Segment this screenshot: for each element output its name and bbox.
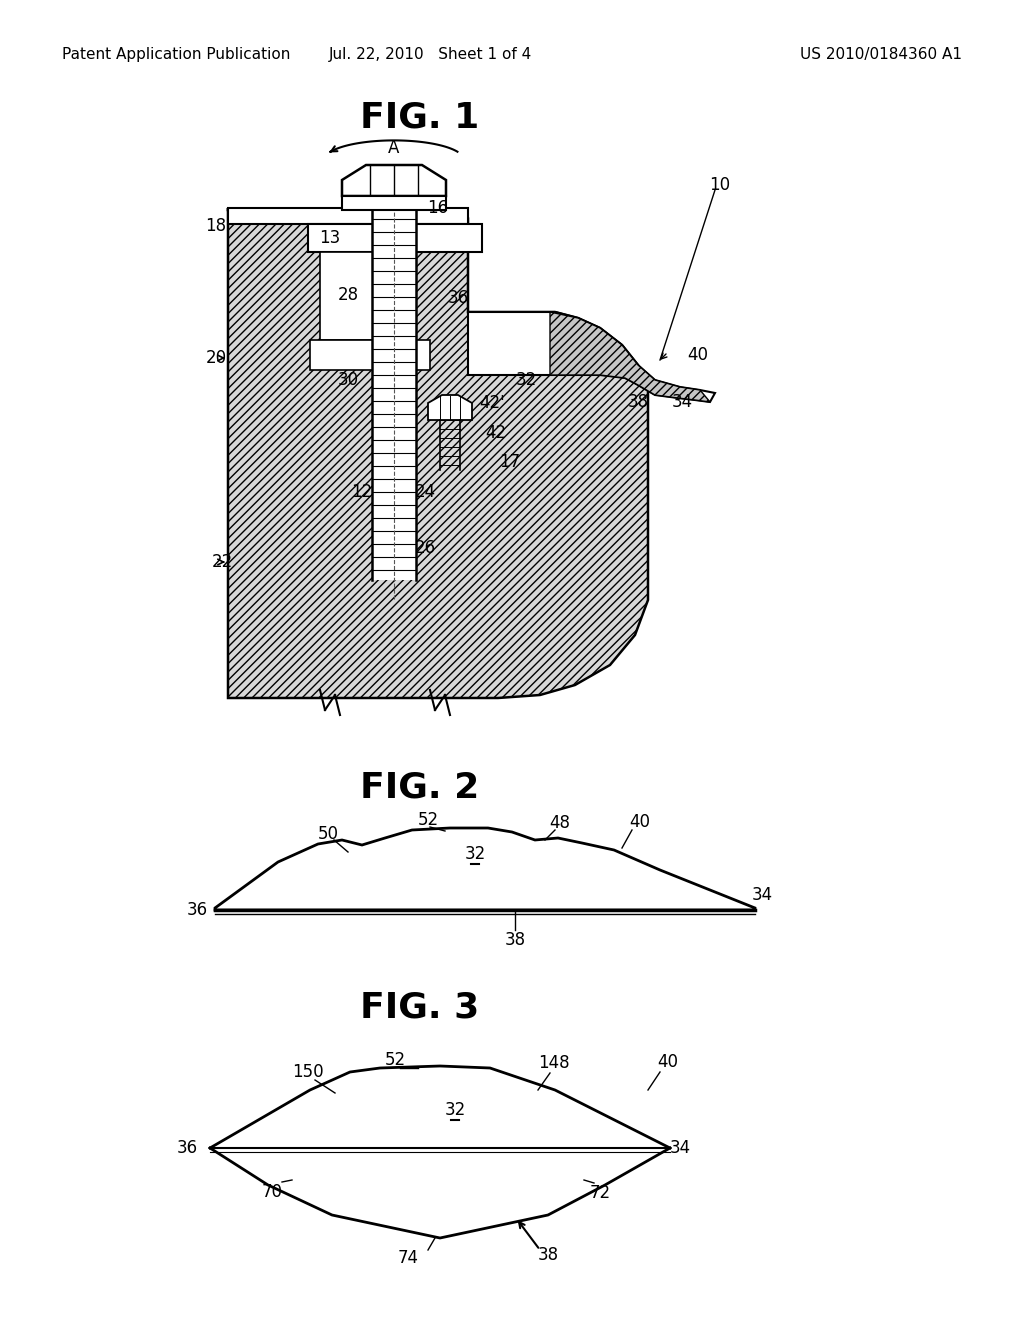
Text: Patent Application Publication: Patent Application Publication <box>62 48 291 62</box>
Polygon shape <box>228 209 648 698</box>
Text: 40: 40 <box>630 813 650 832</box>
Text: 34: 34 <box>752 886 772 904</box>
Text: FIG. 2: FIG. 2 <box>360 771 479 805</box>
Polygon shape <box>468 312 715 403</box>
Text: 38: 38 <box>538 1246 558 1265</box>
Text: 70: 70 <box>261 1183 283 1201</box>
Polygon shape <box>550 312 710 403</box>
Text: US 2010/0184360 A1: US 2010/0184360 A1 <box>800 48 962 62</box>
Text: 38: 38 <box>505 931 525 949</box>
Text: 20: 20 <box>206 348 226 367</box>
Text: 32: 32 <box>515 371 537 389</box>
Text: 38: 38 <box>628 393 648 411</box>
Text: 18: 18 <box>206 216 226 235</box>
Text: 36: 36 <box>186 902 208 919</box>
Polygon shape <box>342 195 446 210</box>
Text: 17: 17 <box>500 453 520 471</box>
Text: 28: 28 <box>338 286 358 304</box>
Text: 72: 72 <box>590 1184 610 1203</box>
Text: FIG. 1: FIG. 1 <box>360 102 479 135</box>
Text: A: A <box>388 139 399 157</box>
Text: 32: 32 <box>464 845 485 863</box>
Text: 10: 10 <box>710 176 730 194</box>
Text: 36: 36 <box>447 289 469 308</box>
Text: Jul. 22, 2010   Sheet 1 of 4: Jul. 22, 2010 Sheet 1 of 4 <box>329 48 531 62</box>
Polygon shape <box>372 176 416 579</box>
Polygon shape <box>308 224 482 252</box>
Text: 16: 16 <box>427 199 449 216</box>
Polygon shape <box>342 165 446 195</box>
Polygon shape <box>215 828 755 909</box>
Text: 13: 13 <box>319 228 341 247</box>
Text: 74: 74 <box>397 1249 419 1267</box>
Text: 26: 26 <box>415 539 435 557</box>
Text: 52: 52 <box>384 1051 406 1069</box>
Text: 148: 148 <box>539 1053 569 1072</box>
Text: FIG. 3: FIG. 3 <box>360 991 479 1026</box>
Text: 50: 50 <box>317 825 339 843</box>
Polygon shape <box>428 395 472 420</box>
Text: 24: 24 <box>415 483 435 502</box>
Polygon shape <box>319 252 394 341</box>
Text: 32: 32 <box>444 1101 466 1119</box>
Text: 12: 12 <box>351 483 373 502</box>
Text: 150: 150 <box>292 1063 324 1081</box>
Text: 52: 52 <box>418 810 438 829</box>
Text: 40: 40 <box>657 1053 679 1071</box>
Text: 22: 22 <box>211 553 232 572</box>
Text: 42': 42' <box>479 393 505 412</box>
Text: 48: 48 <box>550 814 570 832</box>
Text: 40: 40 <box>687 346 709 364</box>
Polygon shape <box>228 209 468 224</box>
Polygon shape <box>310 341 430 370</box>
Text: 34: 34 <box>672 393 692 411</box>
Text: 42: 42 <box>485 424 507 442</box>
Text: 36: 36 <box>177 1139 198 1158</box>
Text: 30: 30 <box>338 371 358 389</box>
Text: 34: 34 <box>670 1139 690 1158</box>
